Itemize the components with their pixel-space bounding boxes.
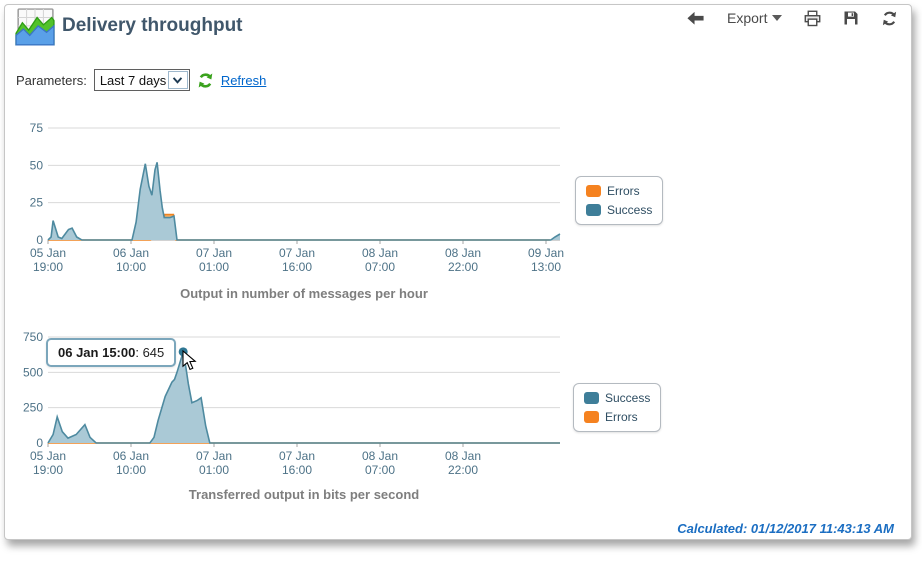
date-range-value: Last 7 days (99, 72, 167, 88)
chart-report-icon (15, 8, 55, 46)
chart-tooltip: 06 Jan 15:00: 645 (46, 338, 177, 367)
export-button[interactable]: Export (725, 8, 784, 28)
back-button[interactable] (684, 9, 707, 28)
svg-text:10:00: 10:00 (116, 260, 146, 274)
svg-text:07 Jan: 07 Jan (196, 449, 232, 463)
svg-text:500: 500 (23, 365, 43, 379)
svg-text:19:00: 19:00 (33, 260, 63, 274)
print-icon (805, 10, 821, 26)
svg-text:16:00: 16:00 (282, 463, 312, 477)
svg-text:19:00: 19:00 (33, 463, 63, 477)
svg-text:25: 25 (30, 196, 44, 210)
svg-text:08 Jan: 08 Jan (445, 246, 481, 260)
chevron-down-icon (173, 76, 183, 84)
svg-text:250: 250 (23, 401, 43, 415)
svg-text:08 Jan: 08 Jan (362, 246, 398, 260)
svg-text:06 Jan: 06 Jan (113, 449, 149, 463)
save-button[interactable] (841, 8, 861, 28)
svg-text:07 Jan: 07 Jan (196, 246, 232, 260)
svg-text:10:00: 10:00 (116, 463, 146, 477)
svg-text:750: 750 (23, 330, 43, 344)
legend-label: Errors (607, 184, 640, 198)
success-swatch (584, 392, 599, 404)
svg-text:16:00: 16:00 (282, 260, 312, 274)
errors-swatch (586, 185, 601, 197)
svg-text:07 Jan: 07 Jan (279, 449, 315, 463)
legend-item-success[interactable]: Success (584, 391, 650, 405)
svg-text:22:00: 22:00 (448, 463, 478, 477)
svg-text:01:00: 01:00 (199, 260, 229, 274)
svg-text:08 Jan: 08 Jan (362, 449, 398, 463)
report-panel (4, 4, 912, 540)
date-range-select[interactable]: Last 7 days (93, 69, 190, 91)
legend-item-errors[interactable]: Errors (584, 410, 650, 424)
parameters-row: Parameters: Last 7 days Refresh (16, 68, 266, 92)
legend-label: Success (605, 391, 651, 405)
success-swatch (586, 204, 601, 216)
parameters-label: Parameters: (16, 72, 87, 88)
calculated-timestamp: Calculated: 01/12/2017 11:43:13 AM (677, 521, 894, 536)
refresh-green-icon[interactable] (197, 72, 214, 89)
back-arrow-icon (687, 11, 704, 25)
legend-item-success[interactable]: Success (586, 203, 652, 217)
legend-label: Success (607, 203, 653, 217)
svg-text:01:00: 01:00 (199, 463, 229, 477)
refresh-link[interactable]: Refresh (220, 72, 267, 88)
print-button[interactable] (802, 8, 823, 29)
svg-text:09 Jan: 09 Jan (528, 246, 564, 260)
errors-swatch (584, 411, 599, 423)
svg-text:07:00: 07:00 (365, 260, 395, 274)
chart1-legend: Errors Success (575, 176, 664, 225)
svg-text:13:00: 13:00 (531, 260, 561, 274)
select-arrow-box[interactable] (167, 71, 188, 89)
refresh-icon (883, 11, 897, 25)
svg-text:05 Jan: 05 Jan (30, 246, 66, 260)
chart2-caption: Transferred output in bits per second (188, 487, 420, 502)
refresh-button[interactable] (879, 8, 900, 29)
svg-text:08 Jan: 08 Jan (445, 449, 481, 463)
save-icon (844, 11, 858, 25)
tooltip-time: 06 Jan 15:00 (58, 345, 136, 360)
chart2-legend: Success Errors (573, 383, 662, 432)
chart1-caption: Output in number of messages per hour (180, 286, 428, 301)
svg-text:0: 0 (36, 233, 43, 247)
legend-item-errors[interactable]: Errors (586, 184, 652, 198)
svg-text:06 Jan: 06 Jan (113, 246, 149, 260)
toolbar: Export (684, 6, 900, 30)
svg-text:07:00: 07:00 (365, 463, 395, 477)
legend-label: Errors (605, 410, 638, 424)
chevron-down-icon (772, 15, 783, 21)
svg-text:75: 75 (30, 121, 44, 135)
mouse-cursor-icon (182, 350, 197, 371)
svg-text:05 Jan: 05 Jan (30, 449, 66, 463)
svg-text:0: 0 (36, 436, 43, 450)
page-title: Delivery throughput (62, 15, 243, 36)
export-label: Export (727, 10, 768, 26)
tooltip-value: : 645 (135, 345, 165, 360)
svg-text:50: 50 (30, 158, 44, 172)
svg-text:07 Jan: 07 Jan (279, 246, 315, 260)
svg-text:22:00: 22:00 (448, 260, 478, 274)
